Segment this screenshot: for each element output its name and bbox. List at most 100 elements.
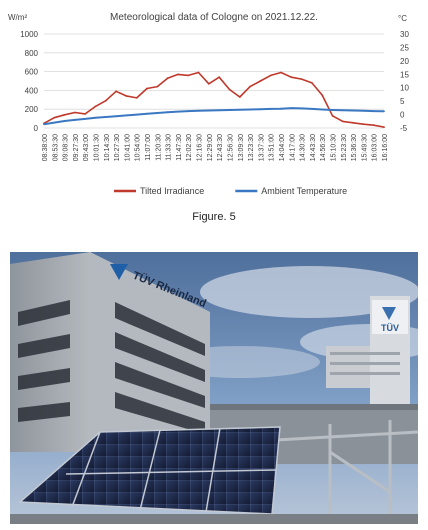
cloud <box>200 266 418 318</box>
data-point-temperature <box>218 109 221 112</box>
y-right-tick-label: 5 <box>400 97 405 106</box>
x-tick-label: 11:33:30 <box>166 134 173 161</box>
x-tick-label: 14:04:00 <box>279 134 286 161</box>
data-point-temperature <box>331 109 334 111</box>
data-point-irradiance <box>218 76 221 79</box>
y-left-tick-label: 600 <box>25 68 39 77</box>
x-tick-label: 14:43:30 <box>310 134 317 161</box>
data-point-temperature <box>115 115 117 118</box>
data-point-irradiance <box>352 121 354 124</box>
figure-caption: Figure. 5 <box>192 211 236 223</box>
data-point-temperature <box>300 107 303 110</box>
data-point-temperature <box>341 109 344 112</box>
data-point-irradiance <box>177 73 179 76</box>
x-tick-label: 09:43:00 <box>83 134 90 161</box>
data-point-temperature <box>94 116 97 119</box>
data-point-temperature <box>249 108 252 111</box>
data-point-temperature <box>187 110 190 112</box>
data-point-temperature <box>104 116 107 118</box>
data-point-temperature <box>372 110 375 112</box>
y-right-tick-label: 30 <box>400 30 409 39</box>
x-tick-label: 14:56:30 <box>320 134 327 161</box>
data-point-irradiance <box>290 76 293 79</box>
data-point-irradiance <box>74 111 76 114</box>
data-point-temperature <box>156 112 159 114</box>
data-point-temperature <box>125 114 128 117</box>
y-right-unit: °C <box>398 14 407 23</box>
x-tick-label: 10:54:00 <box>135 134 142 161</box>
tuv-tower: TÜV <box>326 296 410 406</box>
data-point-temperature <box>53 121 56 124</box>
x-tick-label: 08:38:00 <box>42 134 49 161</box>
x-tick-label: 11:20:30 <box>155 134 162 161</box>
x-tick-label: 13:09:30 <box>238 134 245 161</box>
data-point-temperature <box>166 111 169 114</box>
data-point-temperature <box>362 109 365 112</box>
y-right-tick-label: 10 <box>400 84 409 93</box>
data-point-temperature <box>259 108 262 111</box>
data-point-irradiance <box>125 95 128 97</box>
x-tick-label: 14:30:30 <box>300 134 307 161</box>
data-point-temperature <box>74 119 76 121</box>
data-point-temperature <box>207 109 210 112</box>
x-tick-label: 16:16:00 <box>382 134 389 161</box>
rooftop-floor <box>10 514 418 524</box>
y-left-unit: W/m² <box>8 13 27 22</box>
data-point-irradiance <box>84 113 87 115</box>
y-left-tick-label: 400 <box>25 86 39 95</box>
series-line-tilted-irradiance <box>43 71 385 128</box>
data-point-irradiance <box>187 74 190 77</box>
x-tick-label: 10:27:30 <box>114 134 121 161</box>
legend-label-tilted-irradiance: Tilted Irradiance <box>140 186 204 196</box>
main-building: TÜV Rheinland <box>10 252 210 452</box>
x-tick-label: 11:07:00 <box>145 134 152 161</box>
data-point-temperature <box>321 108 324 111</box>
x-tick-label: 12:29:00 <box>207 134 214 161</box>
data-point-irradiance <box>321 94 324 96</box>
data-point-irradiance <box>207 82 210 85</box>
data-point-irradiance <box>280 71 282 74</box>
y-left-tick-label: 1000 <box>20 30 38 39</box>
chart-title: Meteorological data of Cologne on 2021.1… <box>110 12 318 23</box>
x-tick-label: 10:14:30 <box>104 134 111 161</box>
data-point-temperature <box>63 120 66 122</box>
chart-figure: Meteorological data of Cologne on 2021.1… <box>0 0 428 208</box>
data-point-temperature <box>238 108 241 111</box>
data-point-irradiance <box>104 99 107 102</box>
tower-sign-text: TÜV <box>381 323 399 333</box>
data-point-irradiance <box>259 80 262 82</box>
data-point-temperature <box>135 113 138 116</box>
x-tick-label: 15:49:30 <box>361 134 368 161</box>
data-point-irradiance <box>228 88 231 91</box>
y-left-tick-label: 800 <box>25 49 39 58</box>
x-tick-label: 14:17:00 <box>289 134 296 161</box>
data-point-temperature <box>352 109 354 112</box>
data-point-irradiance <box>166 77 169 80</box>
x-tick-label: 09:08:30 <box>63 134 70 161</box>
x-tick-label: 13:51:00 <box>269 134 276 161</box>
data-point-temperature <box>43 123 45 126</box>
x-tick-label: 09:27:30 <box>73 134 80 161</box>
data-point-irradiance <box>372 124 375 127</box>
solar-panel-array <box>18 426 281 515</box>
x-tick-label: 10:41:00 <box>124 134 131 161</box>
data-point-irradiance <box>115 90 117 93</box>
data-point-irradiance <box>53 116 56 119</box>
data-point-irradiance <box>146 87 148 90</box>
data-point-temperature <box>228 109 231 111</box>
x-tick-label: 12:16:30 <box>197 134 204 161</box>
data-point-irradiance <box>94 105 97 108</box>
x-tick-label: 15:23:30 <box>341 134 348 161</box>
x-tick-label: 12:02:30 <box>186 134 193 161</box>
data-point-temperature <box>383 110 385 113</box>
data-point-temperature <box>269 108 272 110</box>
data-point-irradiance <box>63 113 66 116</box>
y-right-tick-label: 20 <box>400 57 409 66</box>
legend-label-ambient-temperature: Ambient Temperature <box>261 186 347 196</box>
x-tick-label: 13:23:30 <box>248 134 255 161</box>
data-point-temperature <box>311 108 313 110</box>
x-tick-label: 11:47:30 <box>176 134 183 161</box>
x-tick-label: 10:01:30 <box>94 134 101 161</box>
data-point-irradiance <box>341 120 344 123</box>
data-point-temperature <box>177 110 179 113</box>
